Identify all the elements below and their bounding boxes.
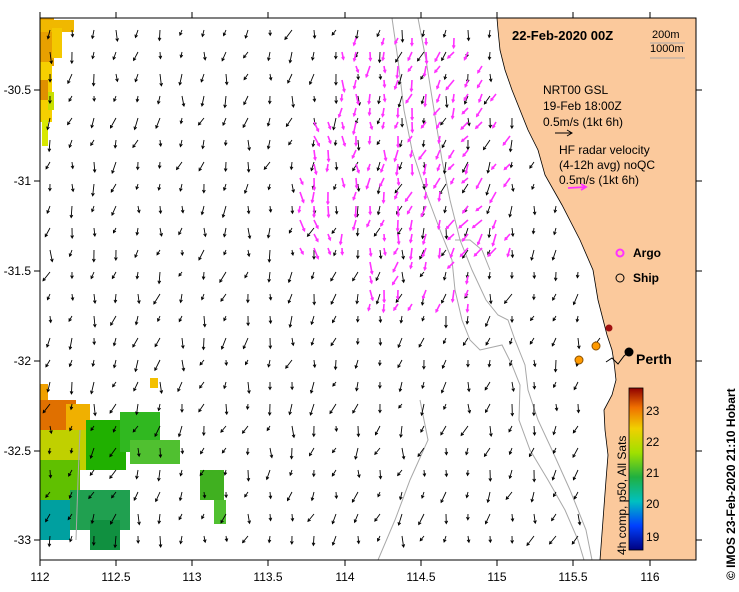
- x-tick-label: 114.5: [406, 570, 435, 584]
- sst-patch-southwest: [40, 378, 226, 550]
- argo-legend-label: Argo: [633, 246, 661, 260]
- axis-ticks: 112 112.5 113 113.5 114 114.5 115 115.5 116 -30.5…: [4, 12, 702, 584]
- sst-patch-northwest: [40, 18, 74, 146]
- model-name: NRT00 GSL: [543, 83, 608, 97]
- swan-river: [605, 351, 630, 365]
- y-tick-label: -32.5: [4, 444, 32, 458]
- y-tick-label: -31: [14, 174, 32, 188]
- radar-subtitle: (4-12h avg) noQC: [559, 158, 655, 172]
- land-australia: [496, 17, 697, 561]
- radar-scale-arrow: [567, 183, 588, 191]
- svg-text:23: 23: [646, 404, 660, 418]
- x-tick-label: 113.5: [253, 570, 282, 584]
- colorbar-label: 4h comp, p50, All Sats: [615, 436, 629, 555]
- x-tick-label: 116: [640, 570, 659, 584]
- x-tick-label: 115.5: [558, 570, 587, 584]
- colorbar-ticks: 23 22 21 20 19: [646, 404, 660, 544]
- model-current-arrows: [42, 29, 601, 549]
- model-scale: 0.5m/s (1kt 6h): [543, 115, 623, 129]
- argo-float: [591, 341, 601, 351]
- radar-title: HF radar velocity: [559, 143, 650, 157]
- x-tick-label: 114: [335, 570, 354, 584]
- x-tick-label: 113: [182, 570, 201, 584]
- imos-credit: © IMOS 23-Feb-2020 21:10 Hobart: [724, 388, 738, 580]
- svg-text:19: 19: [646, 530, 660, 544]
- argo-float: [574, 355, 584, 365]
- y-tick-label: -31.5: [4, 264, 32, 278]
- model-time: 19-Feb 18:00Z: [543, 99, 622, 113]
- svg-text:22: 22: [646, 435, 660, 449]
- radar-scale: 0.5m/s (1kt 6h): [559, 173, 639, 187]
- x-tick-label: 115: [487, 570, 506, 584]
- depth-legend-1000m: 1000m: [650, 43, 684, 55]
- svg-text:20: 20: [646, 497, 660, 511]
- y-tick-label: -30.5: [4, 83, 32, 97]
- plot-frame: [39, 17, 697, 561]
- city-label: Perth: [636, 351, 672, 367]
- y-tick-label: -33: [14, 533, 32, 547]
- depth-legend-200m: 200m: [652, 29, 680, 41]
- svg-text:21: 21: [646, 466, 660, 480]
- ship-legend-symbol: [615, 273, 625, 283]
- sst-colorbar: [628, 387, 644, 551]
- x-tick-label: 112: [30, 570, 49, 584]
- x-tick-label: 112.5: [101, 570, 130, 584]
- y-tick-label: -32: [14, 354, 32, 368]
- date-title: 22-Feb-2020 00Z: [512, 28, 613, 43]
- ship-legend-label: Ship: [633, 271, 659, 285]
- model-scale-arrow: [555, 129, 573, 137]
- bathymetry-contours: [75, 17, 593, 561]
- hf-radar-arrows: [297, 37, 511, 314]
- mooring-marker: [605, 324, 613, 332]
- argo-legend-symbol: [615, 248, 625, 258]
